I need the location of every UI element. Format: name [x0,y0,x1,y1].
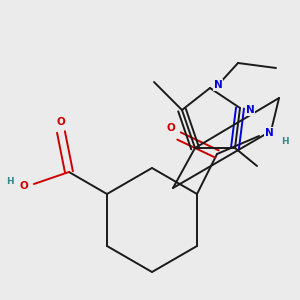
Text: N: N [265,128,273,138]
Text: N: N [214,80,222,90]
Text: O: O [167,123,176,133]
Text: H: H [281,136,289,146]
Text: O: O [57,117,65,127]
Text: N: N [246,105,254,115]
Text: H: H [6,178,14,187]
Text: O: O [20,181,28,191]
